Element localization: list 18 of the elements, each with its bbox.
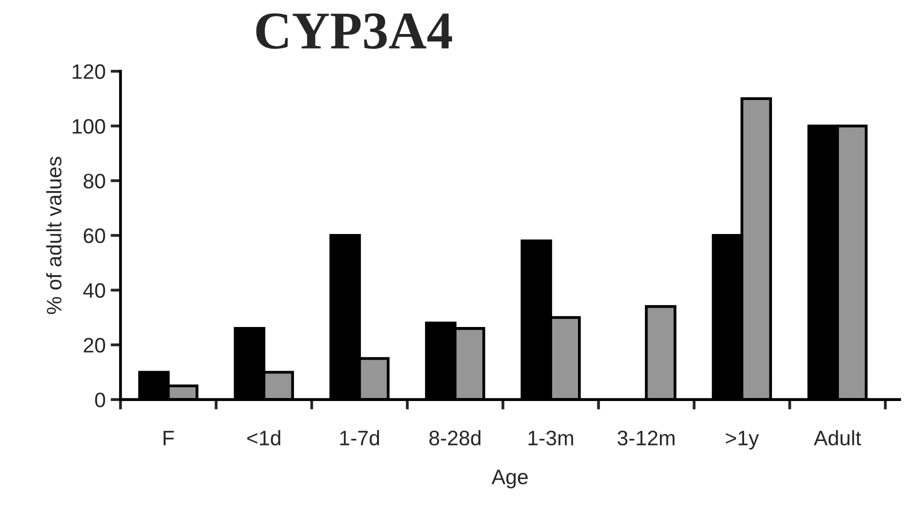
- y-axis-title: % of adult values: [46, 156, 62, 314]
- x-tick-label: 3-12m: [618, 430, 674, 446]
- y-tick-label: 20: [84, 338, 106, 353]
- x-tick-label: F: [164, 430, 174, 446]
- x-tick-label: 1-3m: [528, 430, 574, 446]
- x-tick-label: >1y: [726, 430, 759, 450]
- y-tick-label: 120: [72, 64, 106, 80]
- y-tick-label: 40: [83, 283, 106, 298]
- y-tick-label: 0: [95, 392, 106, 408]
- x-tick-label: <1d: [247, 430, 280, 446]
- chart-title: CYP3A4: [256, 13, 452, 49]
- x-tick-label: Adult: [814, 430, 862, 446]
- x-tick-label: 1-7d: [340, 430, 380, 446]
- y-tick-label: 60: [84, 228, 106, 244]
- x-axis-title: Age: [492, 470, 528, 488]
- y-tick-label: 100: [72, 118, 106, 134]
- x-tick-label: 8-28d: [429, 430, 480, 446]
- y-tick-label: 80: [84, 174, 106, 188]
